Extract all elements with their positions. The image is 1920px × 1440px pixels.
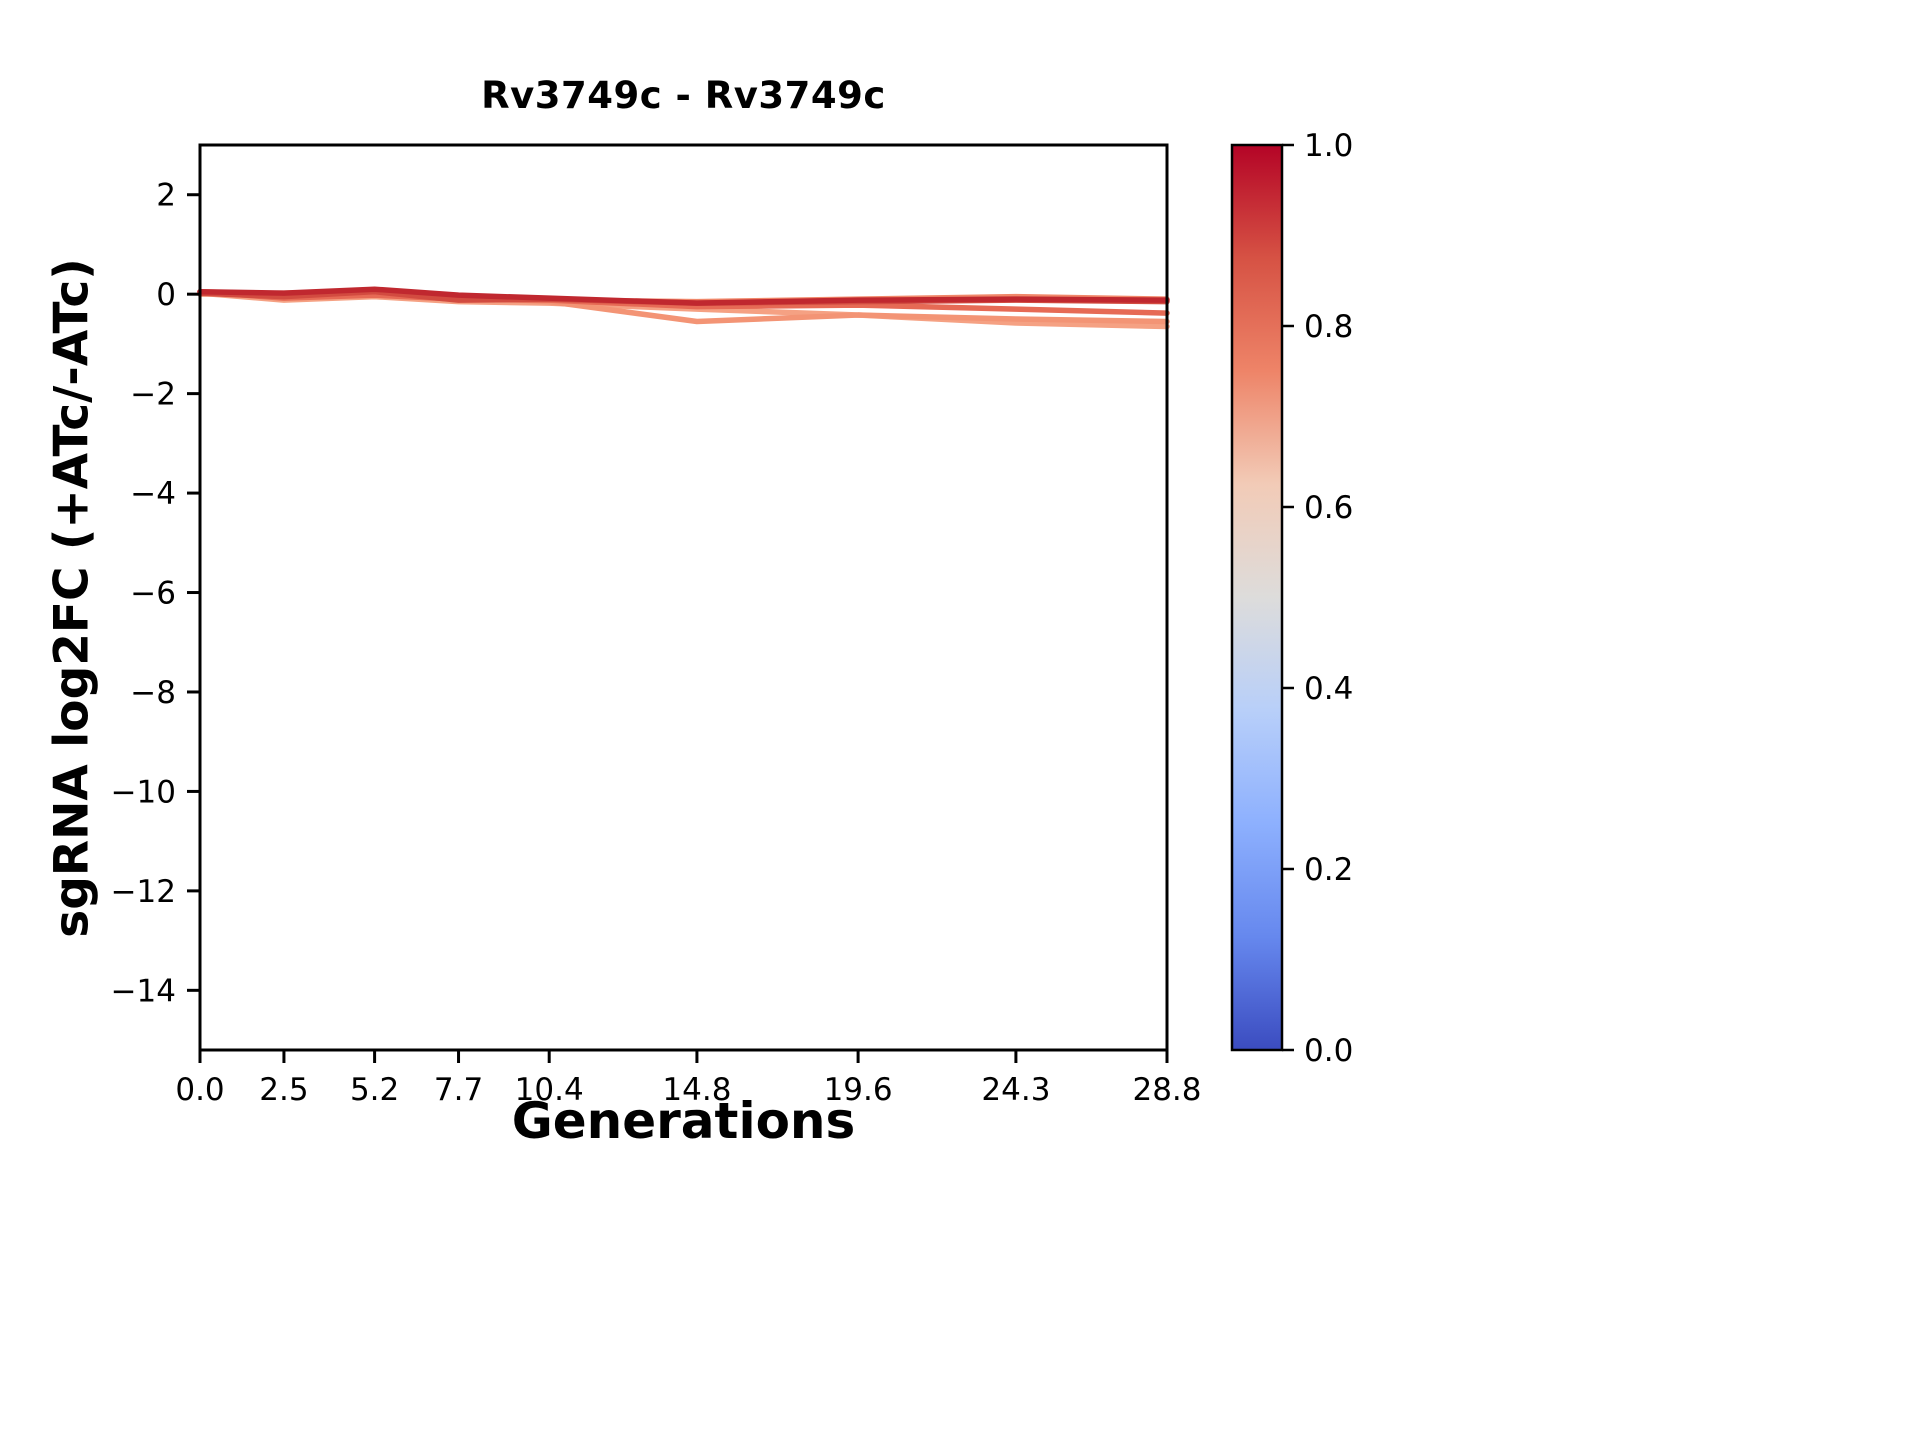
y-tick-label: 0 bbox=[156, 277, 176, 313]
colorbar-tick-label: 0.2 bbox=[1304, 852, 1353, 888]
colorbar-tick-label: 0.8 bbox=[1304, 309, 1353, 345]
chart-title: Rv3749c - Rv3749c bbox=[481, 74, 886, 117]
x-tick-label: 7.7 bbox=[434, 1072, 483, 1108]
y-tick-label: −12 bbox=[111, 874, 176, 910]
y-tick-label: −8 bbox=[130, 675, 176, 711]
x-tick-label: 19.6 bbox=[824, 1072, 893, 1108]
x-tick-label: 14.8 bbox=[662, 1072, 731, 1108]
x-tick-label: 0.0 bbox=[175, 1072, 224, 1108]
x-tick-label: 10.4 bbox=[515, 1072, 584, 1108]
series-line-6 bbox=[197, 286, 1170, 306]
colorbar bbox=[1230, 143, 1284, 1052]
y-tick-label: −6 bbox=[130, 576, 176, 612]
colorbar-tick-label: 0.4 bbox=[1304, 671, 1353, 707]
y-tick-label: −4 bbox=[130, 476, 176, 512]
y-tick-label: 2 bbox=[156, 178, 176, 214]
y-tick-label: −14 bbox=[111, 973, 176, 1009]
x-axis-label: Generations bbox=[511, 1092, 856, 1150]
colorbar-tick-label: 0.0 bbox=[1304, 1033, 1353, 1069]
y-tick-label: −2 bbox=[130, 377, 176, 413]
colorbar-tick-label: 1.0 bbox=[1304, 128, 1353, 164]
x-tick-label: 28.8 bbox=[1132, 1072, 1201, 1108]
x-tick-label: 2.5 bbox=[259, 1072, 308, 1108]
colorbar-tick-label: 0.6 bbox=[1304, 490, 1353, 526]
plot-border bbox=[198, 143, 1169, 1052]
y-tick-label: −10 bbox=[111, 774, 176, 810]
x-tick-label: 5.2 bbox=[350, 1072, 399, 1108]
x-tick-label: 24.3 bbox=[981, 1072, 1050, 1108]
